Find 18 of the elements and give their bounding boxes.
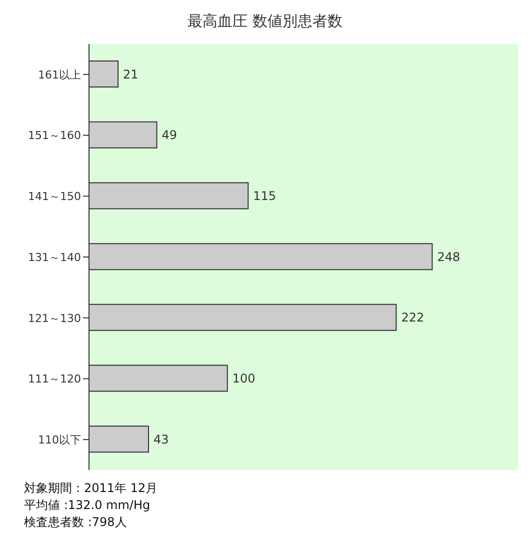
- data-label: 21: [123, 67, 138, 82]
- y-tick-label: 151～160: [28, 129, 81, 142]
- data-label: 49: [162, 128, 178, 142]
- y-tick-label: 110以下: [38, 433, 81, 446]
- data-label: 222: [401, 310, 424, 325]
- data-label: 43: [154, 432, 169, 446]
- text: 対象期間：2011年 12月: [24, 480, 159, 497]
- text: 平均値 :132.0 mm/Hg: [24, 497, 152, 514]
- y-tick-label: 111～120: [28, 372, 81, 386]
- text: 検査患者数 :798人: [24, 514, 128, 531]
- y-tick-label: 131～140: [28, 250, 81, 264]
- chart-title: 最高血圧 数値別患者数: [186, 12, 344, 32]
- data-label: 115: [253, 188, 276, 203]
- y-tick-label: 161以上: [38, 68, 81, 82]
- data-label: 100: [232, 372, 256, 386]
- y-tick-label: 121～130: [28, 312, 81, 325]
- y-tick-label: 141～150: [28, 190, 81, 204]
- data-label: 248: [437, 250, 460, 264]
